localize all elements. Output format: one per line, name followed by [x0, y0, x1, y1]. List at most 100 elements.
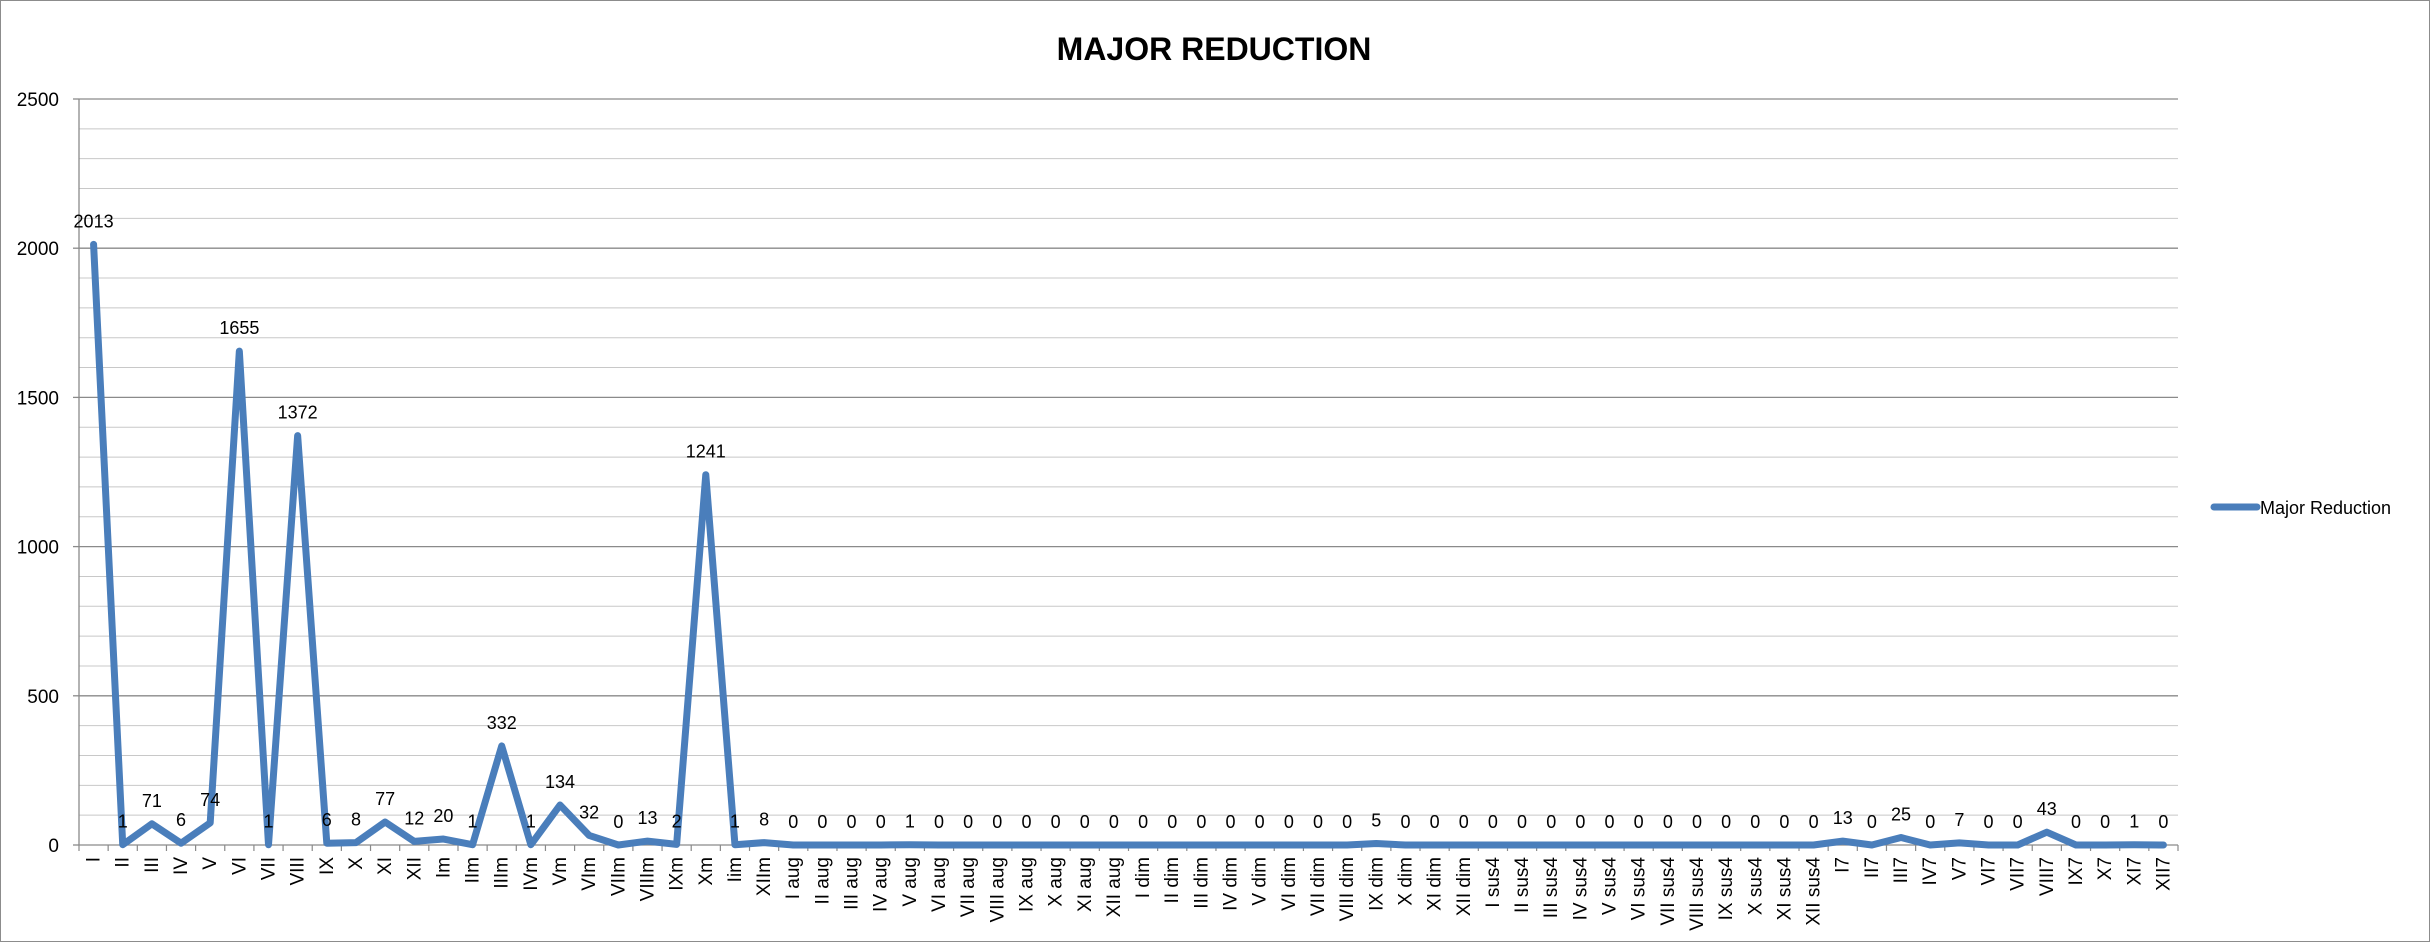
data-point [819, 842, 825, 848]
data-point [1344, 842, 1350, 848]
x-tick-label: III [142, 857, 163, 873]
data-point [1694, 842, 1700, 848]
series-line-major-reduction [90, 240, 2167, 849]
x-tick-label: VII sus4 [1658, 857, 1679, 926]
data-label: 332 [487, 713, 517, 733]
data-point [353, 840, 359, 846]
data-label: 0 [1051, 812, 1061, 832]
x-tick-label: X [346, 857, 367, 870]
y-tick-label: 2000 [17, 239, 59, 260]
data-label: 0 [1226, 812, 1236, 832]
data-point [1986, 842, 1992, 848]
x-tick-label: VI [229, 857, 250, 875]
data-label: 0 [1400, 812, 1410, 832]
data-point [732, 842, 738, 848]
data-label: 0 [1983, 812, 1993, 832]
axes [78, 99, 2178, 846]
data-label: 43 [2037, 799, 2057, 819]
data-point [1257, 842, 1263, 848]
data-label: 0 [1546, 812, 1556, 832]
data-point [586, 832, 592, 838]
data-point [382, 819, 388, 825]
data-label: 32 [579, 802, 599, 822]
data-label: 0 [2013, 812, 2023, 832]
x-tick-label: III aug [842, 857, 863, 910]
data-label: 8 [351, 810, 361, 830]
data-label: 20 [433, 806, 453, 826]
data-label: 1241 [686, 442, 726, 462]
data-label: 0 [1459, 812, 1469, 832]
x-tick-label: XII dim [1454, 857, 1475, 916]
data-point [1577, 842, 1583, 848]
data-point [528, 842, 534, 848]
data-point [936, 842, 942, 848]
data-point [761, 840, 767, 846]
data-point [411, 838, 417, 844]
data-point [1927, 842, 1933, 848]
x-tick-label: XII aug [1104, 857, 1125, 917]
data-label: 0 [1196, 812, 1206, 832]
data-point [1548, 842, 1554, 848]
x-tick-label: VIIm [608, 857, 629, 896]
data-point [1752, 842, 1758, 848]
x-tick-label: IXm [667, 857, 688, 891]
data-point [1432, 842, 1438, 848]
x-tick-label: VIII aug [987, 857, 1008, 923]
x-tick-label: V dim [1250, 857, 1271, 906]
data-point [849, 842, 855, 848]
data-label: 0 [788, 812, 798, 832]
x-tick-label: V sus4 [1600, 857, 1621, 916]
data-label: 0 [1663, 812, 1673, 832]
x-tick-label: II dim [1162, 857, 1183, 903]
x-tick-label: I aug [783, 857, 804, 899]
x-tick-label: VI aug [929, 857, 950, 912]
data-label: 6 [176, 810, 186, 830]
x-tick-label: VII7 [2008, 857, 2029, 891]
x-tick-label: XII sus4 [1804, 857, 1825, 926]
data-label: 0 [1692, 812, 1702, 832]
data-label: 0 [992, 812, 1002, 832]
y-tick-label: 1500 [17, 388, 59, 409]
data-point [2102, 842, 2108, 848]
x-tick-label: II7 [1862, 857, 1883, 878]
data-label: 0 [1605, 812, 1615, 832]
x-tick-label: III7 [1891, 857, 1912, 883]
data-label: 0 [1809, 812, 1819, 832]
data-point [1169, 842, 1175, 848]
data-point [324, 840, 330, 846]
x-tick-label: III sus4 [1541, 857, 1562, 919]
data-point [1898, 835, 1904, 841]
data-label: 0 [1517, 812, 1527, 832]
x-tick-label: V [200, 857, 221, 870]
x-tick-label: XI7 [2124, 857, 2145, 886]
legend: Major Reduction [2210, 498, 2391, 518]
y-axis-ticks: 0 500 1000 1500 2000 2500 [17, 90, 79, 857]
x-tick-label: IX aug [1016, 857, 1037, 912]
data-point [1811, 842, 1817, 848]
data-point [907, 842, 913, 848]
x-tick-label: X dim [1395, 857, 1416, 906]
x-tick-label: II sus4 [1512, 857, 1533, 913]
x-tick-label: IX dim [1366, 857, 1387, 911]
data-point [1402, 842, 1408, 848]
data-label: 0 [1750, 812, 1760, 832]
data-point [2015, 842, 2021, 848]
x-tick-label: VI sus4 [1629, 857, 1650, 921]
x-tick-label: I7 [1833, 857, 1854, 873]
x-tick-label: VIII7 [2037, 857, 2058, 896]
data-point [1053, 842, 1059, 848]
x-tick-label: IVm [521, 857, 542, 891]
x-tick-label: IV7 [1920, 857, 1941, 886]
data-label: 0 [1925, 812, 1935, 832]
data-label: 0 [1430, 812, 1440, 832]
x-tick-label: XI [375, 857, 396, 875]
x-tick-label: XII7 [2153, 857, 2174, 891]
y-tick-label: 1000 [17, 538, 59, 559]
x-axis-ticks: I II III IV V VI VII VIII IX X XI XII Im IIm IIIm IVm Vm… [78, 845, 2179, 931]
x-tick-label: IX [317, 857, 338, 875]
y-tick-label: 500 [27, 687, 59, 708]
x-tick-label: Vm [550, 857, 571, 886]
data-label: 0 [1021, 812, 1031, 832]
data-point [91, 241, 97, 247]
x-tick-label: VIII sus4 [1687, 857, 1708, 931]
